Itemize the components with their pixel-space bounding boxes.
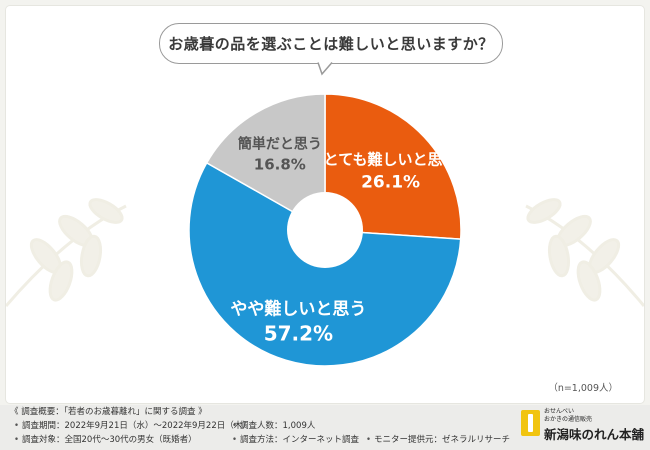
survey-target-text: 調査対象：全国20代～30代の男女（既婚者）	[22, 435, 197, 445]
question-text: お歳暮の品を選ぶことは難しいと思いますか？	[168, 35, 494, 53]
survey-method: • 調査方法：インターネット調査	[232, 435, 359, 446]
sample-size-note: （n=1,009人）	[548, 383, 618, 394]
wheat-background-illustration	[6, 198, 644, 307]
survey-provider: • モニター提供元：ゼネラルリサーチ	[366, 435, 510, 446]
logo-mark-icon	[521, 410, 540, 436]
slice-value-label: 26.1%	[361, 173, 420, 193]
bullet: •	[232, 435, 238, 445]
logo-tagline: おせんべい おかきの通信販売	[544, 408, 593, 423]
survey-count: • 調査人数：1,009人	[232, 421, 315, 432]
slice-value-label: 16.8%	[254, 155, 306, 173]
slice-category-label: やや難しいと思う	[230, 299, 366, 320]
slice-value-label: 57.2%	[264, 322, 333, 346]
survey-count-text: 調査人数：1,009人	[240, 421, 316, 431]
survey-provider-text: モニター提供元：ゼネラルリサーチ	[374, 435, 511, 445]
slice-category-label: とても難しいと思う	[324, 151, 458, 169]
survey-period-text: 調査期間：2022年9月21日（水）～2022年9月22日（木）	[22, 421, 251, 431]
bullet: •	[232, 421, 238, 431]
survey-title: 《 調査概要：「若者のお歳暮離れ」に関する調査 》	[10, 407, 207, 417]
bullet: •	[366, 435, 372, 445]
logo-name: 新潟味のれん本舗	[544, 427, 645, 442]
bullet: •	[14, 435, 20, 445]
bullet: •	[14, 421, 20, 431]
pie-slice	[205, 93, 326, 232]
survey-target: • 調査対象：全国20代～30代の男女（既婚者）	[14, 435, 197, 446]
slice-category-label: 簡単だと思う	[238, 135, 322, 152]
donut-hole	[287, 192, 363, 268]
survey-footer: 《 調査概要：「若者のお歳暮離れ」に関する調査 》 • 調査期間：2022年9月2…	[0, 405, 650, 450]
survey-method-text: 調査方法：インターネット調査	[240, 435, 360, 445]
pie-slice	[324, 93, 462, 240]
question-bubble: お歳暮の品を選ぶことは難しいと思いますか？	[159, 23, 503, 64]
survey-period: • 調査期間：2022年9月21日（水）～2022年9月22日（木）	[14, 421, 251, 432]
